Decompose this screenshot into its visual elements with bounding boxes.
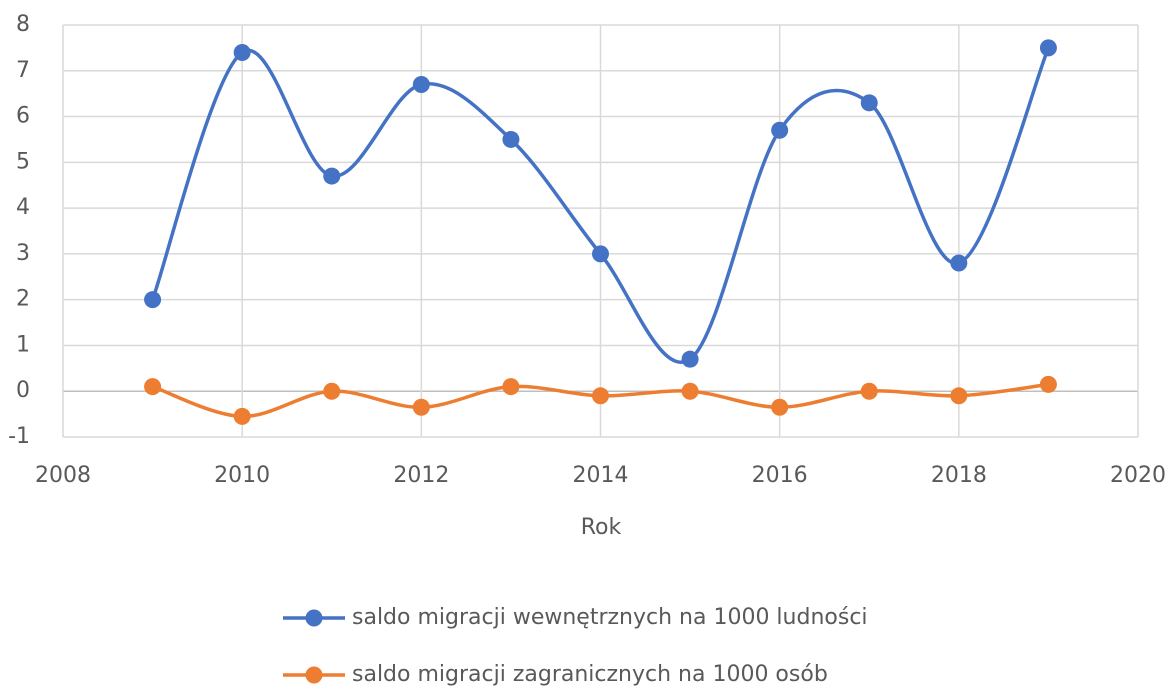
data-point xyxy=(681,350,699,368)
legend-marker xyxy=(305,666,323,684)
data-point xyxy=(950,387,968,405)
y-tick-label: 5 xyxy=(16,149,30,174)
y-tick-label: 4 xyxy=(16,195,30,220)
data-point xyxy=(144,378,162,396)
data-point xyxy=(1039,39,1057,57)
data-point xyxy=(771,121,789,139)
x-tick-label: 2008 xyxy=(35,463,91,488)
y-tick-label: 1 xyxy=(16,332,30,357)
data-point xyxy=(860,94,878,112)
x-axis-label: Rok xyxy=(581,515,622,540)
legend-label: saldo migracji wewnętrznych na 1000 ludn… xyxy=(352,605,868,630)
data-point xyxy=(771,398,789,416)
data-point xyxy=(502,130,520,148)
x-tick-label: 2012 xyxy=(393,463,449,488)
data-point xyxy=(681,382,699,400)
legend-label: saldo migracji zagranicznych na 1000 osó… xyxy=(352,662,828,687)
data-point xyxy=(233,43,251,61)
data-point xyxy=(412,398,430,416)
x-tick-label: 2020 xyxy=(1110,463,1166,488)
data-point xyxy=(1039,375,1057,393)
data-point xyxy=(592,245,609,263)
data-point xyxy=(412,76,430,94)
data-point xyxy=(950,254,968,272)
y-tick-label: -1 xyxy=(8,424,30,449)
legend-marker xyxy=(305,609,323,627)
data-point xyxy=(323,167,341,185)
data-point xyxy=(592,387,609,405)
y-tick-label: 7 xyxy=(16,58,30,83)
y-tick-label: 6 xyxy=(16,104,30,129)
data-point xyxy=(860,382,878,400)
x-tick-label: 2014 xyxy=(573,463,629,488)
series-line xyxy=(150,47,1051,364)
y-tick-label: 3 xyxy=(16,241,30,266)
data-point xyxy=(502,378,520,396)
x-tick-label: 2016 xyxy=(752,463,808,488)
x-tick-label: 2018 xyxy=(931,463,987,488)
data-point xyxy=(233,407,251,425)
data-point xyxy=(144,291,162,309)
y-tick-label: 0 xyxy=(16,378,30,403)
y-tick-label: 2 xyxy=(16,287,30,312)
x-tick-label: 2010 xyxy=(214,463,270,488)
data-point xyxy=(323,382,341,400)
y-tick-label: 8 xyxy=(16,12,30,37)
